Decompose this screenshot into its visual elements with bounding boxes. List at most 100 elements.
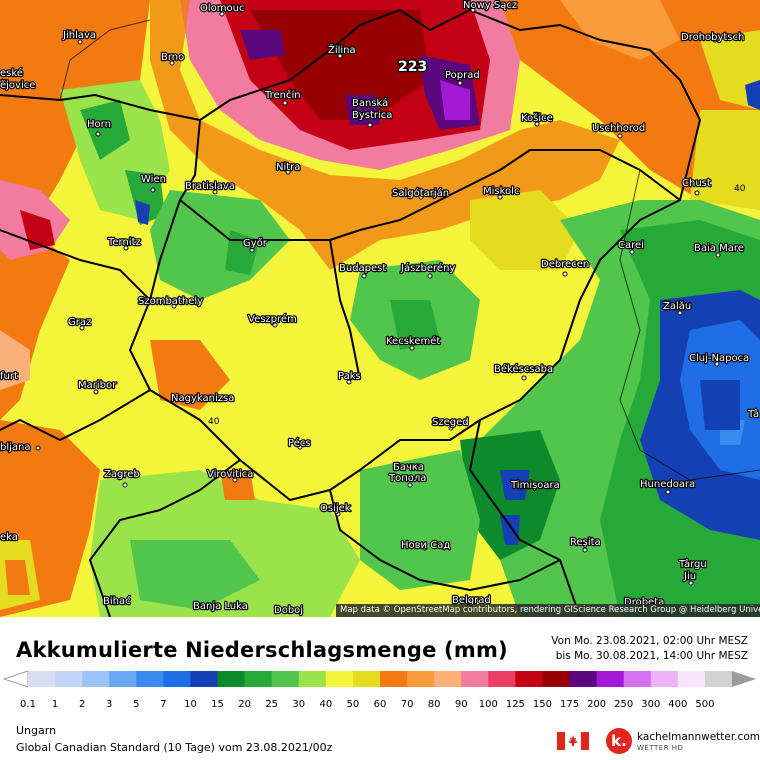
city-label: Košice bbox=[521, 112, 553, 124]
city-label: Budapest bbox=[339, 263, 386, 274]
scale-swatch bbox=[244, 671, 273, 687]
scale-swatch bbox=[271, 671, 300, 687]
region-label: Ungarn bbox=[16, 724, 57, 737]
city-label: Trenčín bbox=[264, 89, 301, 101]
scale-swatch bbox=[569, 671, 598, 687]
legend-title: Akkumulierte Niederschlagsmenge (mm) bbox=[16, 638, 508, 662]
scale-tick-label: 25 bbox=[265, 699, 278, 710]
city-label: Osijek bbox=[320, 503, 351, 514]
city-label: Jiu bbox=[683, 571, 696, 582]
city-label: Belgrad bbox=[452, 595, 491, 606]
scale-tick-label: 90 bbox=[455, 699, 468, 710]
scale-tick-label: 400 bbox=[668, 699, 687, 710]
scale-swatch bbox=[109, 671, 137, 687]
scale-tick-label: 150 bbox=[533, 699, 552, 710]
city-label: Kecskemét bbox=[386, 335, 440, 347]
city-label: Wien bbox=[141, 174, 166, 185]
scale-tick-label: 200 bbox=[587, 699, 606, 710]
city-label: Békéscsaba bbox=[494, 363, 553, 375]
scale-tick-label: 60 bbox=[374, 699, 387, 710]
city-label: Pécs bbox=[288, 437, 311, 449]
city-label: Paks bbox=[338, 371, 361, 382]
city-label: Târgu bbox=[678, 558, 707, 570]
scale-swatch bbox=[136, 671, 164, 687]
map-attribution: Map data © OpenStreetMap contributors, r… bbox=[336, 604, 760, 617]
city-label: Tâ bbox=[747, 408, 759, 420]
city-label: Maribor bbox=[78, 380, 117, 391]
city-label: Nowy Sącz bbox=[463, 0, 517, 11]
scale-swatch bbox=[515, 671, 543, 687]
scale-tick-label: 500 bbox=[695, 699, 714, 710]
city-label: Cluj-Napoca bbox=[689, 353, 749, 364]
scale-swatch bbox=[488, 671, 516, 687]
city-label: Reșita bbox=[570, 537, 601, 548]
max-value-label: 223 bbox=[398, 59, 427, 75]
scale-tick-label: 3 bbox=[106, 699, 112, 710]
scale-tick-label: 7 bbox=[160, 699, 166, 710]
scale-tick-label: 50 bbox=[347, 699, 360, 710]
scale-tick-label: 10 bbox=[184, 699, 197, 710]
city-label: Топола bbox=[388, 473, 426, 484]
precipitation-map: Olomouc Nowy Sącz Jihlava Brno Žilina Dr… bbox=[0, 0, 760, 617]
scale-tick-label: 0.1 bbox=[20, 699, 36, 710]
scale-swatch bbox=[163, 671, 191, 687]
city-label: Ternitz bbox=[107, 237, 141, 248]
color-scale: 0.1 1 2 3 5 7 10 15 20 25 30 40 50 60 70 80 90 100 125 150 1… bbox=[0, 668, 760, 710]
scale-swatch bbox=[542, 671, 571, 687]
city-label: Žilina bbox=[328, 43, 356, 56]
city-label: Bihać bbox=[103, 595, 131, 607]
city-label: Jászberény bbox=[400, 262, 455, 274]
city-label: Doboj bbox=[274, 605, 303, 616]
brand-subtitle: WETTER HD bbox=[637, 744, 684, 752]
map-canvas: Olomouc Nowy Sącz Jihlava Brno Žilina Dr… bbox=[0, 0, 760, 617]
scale-swatch bbox=[407, 671, 435, 687]
scale-swatch bbox=[596, 671, 625, 687]
scale-arrow-left bbox=[2, 670, 29, 688]
scale-swatch bbox=[677, 671, 706, 687]
brand-name[interactable]: kachelmannwetter.com bbox=[637, 731, 760, 743]
city-label: Nagykanizsa bbox=[171, 393, 234, 404]
kachelmann-logo-icon[interactable]: k. bbox=[606, 728, 632, 754]
scale-swatch bbox=[623, 671, 652, 687]
latitude-label: 40 bbox=[734, 184, 746, 194]
color-scale-bar: 0.1 1 2 3 5 7 10 15 20 25 30 40 50 60 70 80 90 100 125 150 1… bbox=[2, 670, 756, 710]
city-label: Győr bbox=[243, 237, 268, 249]
scale-swatch bbox=[55, 671, 83, 687]
city-label: Graz bbox=[68, 317, 91, 328]
city-label: Brno bbox=[161, 52, 184, 63]
scale-tick-label: 175 bbox=[560, 699, 579, 710]
city-label: Veszprém bbox=[248, 313, 297, 325]
scale-tick-label: 125 bbox=[506, 699, 525, 710]
city-label: Szombathely bbox=[138, 296, 203, 307]
scale-swatch bbox=[82, 671, 110, 687]
city-label: eka bbox=[0, 532, 18, 543]
city-label: Timișoara bbox=[510, 480, 560, 491]
city-label: Salgótarján bbox=[392, 187, 449, 199]
city-label: Banja Luka bbox=[193, 601, 248, 612]
city-label: Miskolc bbox=[483, 186, 519, 197]
scale-swatch bbox=[217, 671, 246, 687]
scale-tick-label: 2 bbox=[79, 699, 85, 710]
city-label: Hunedoara bbox=[640, 479, 695, 490]
scale-swatch bbox=[461, 671, 489, 687]
city-label: Zagreb bbox=[104, 469, 140, 480]
scale-swatch bbox=[28, 671, 56, 687]
latitude-label: 40 bbox=[208, 417, 220, 427]
scale-tick-label: 5 bbox=[133, 699, 139, 710]
city-label: Zalău bbox=[663, 301, 691, 312]
city-label: Chust bbox=[682, 178, 711, 189]
city-label: Poprad bbox=[445, 70, 480, 81]
city-label: eské bbox=[0, 67, 23, 79]
city-label: Banská bbox=[352, 97, 388, 109]
city-label: Horn bbox=[87, 119, 111, 130]
city-label: furt bbox=[0, 371, 18, 382]
city-label: Debrecen bbox=[541, 259, 589, 270]
scale-tick-label: 20 bbox=[238, 699, 251, 710]
period-from: Von Mo. 23.08.2021, 02:00 Uhr MESZ bbox=[551, 635, 748, 647]
city-label: Drohobytsch bbox=[681, 32, 744, 43]
scale-swatch bbox=[650, 671, 679, 687]
scale-swatch bbox=[325, 671, 354, 687]
scale-arrow-right bbox=[732, 671, 756, 687]
period-to: bis Mo. 30.08.2021, 14:00 Uhr MESZ bbox=[555, 650, 748, 662]
scale-swatch bbox=[298, 671, 327, 687]
